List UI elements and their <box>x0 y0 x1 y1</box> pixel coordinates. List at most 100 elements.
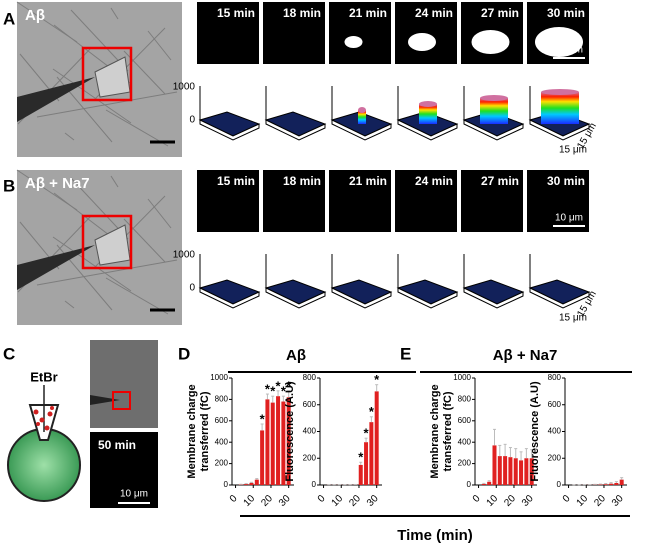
texture <box>36 259 178 286</box>
y-tick-label: 200 <box>458 459 472 468</box>
axis-label: 15 μm <box>559 145 587 156</box>
texture <box>64 300 75 309</box>
bar <box>286 397 291 485</box>
significance: * <box>286 378 292 393</box>
significance: * <box>358 450 364 465</box>
surface-slab <box>397 119 458 141</box>
thumbnail <box>329 170 391 232</box>
surface-plot <box>396 86 459 141</box>
significance: * <box>364 426 370 441</box>
thumbnail <box>395 2 457 64</box>
bar <box>508 457 513 485</box>
thumbnail <box>395 170 457 232</box>
surface-plot <box>198 86 261 141</box>
time-label: 21 min <box>349 6 387 20</box>
time-label: 15 min <box>217 6 255 20</box>
significance: * <box>265 381 271 396</box>
y-tick-label: 0 <box>312 480 317 489</box>
time-label: 30 min <box>547 6 585 20</box>
y-axis-title: transferred (fC) <box>442 391 454 471</box>
bar <box>260 430 265 485</box>
z-tick-label: 1000 <box>173 250 196 261</box>
peak-top <box>358 107 366 113</box>
panel-label: C <box>3 344 15 363</box>
y-tick-label: 400 <box>458 437 472 446</box>
x-tick-label: 0 <box>316 493 328 505</box>
y-tick-label: 600 <box>458 416 472 425</box>
y-tick-label: 0 <box>224 480 229 489</box>
bar <box>487 481 492 485</box>
surface-plot <box>528 254 591 309</box>
y-tick-label: 0 <box>557 480 562 489</box>
bar <box>254 479 259 485</box>
surface-plot <box>462 86 525 141</box>
y-axis-title: Fluorescence (A.U) <box>284 381 296 482</box>
bar <box>609 483 614 485</box>
signal <box>344 36 363 48</box>
significance: * <box>260 411 266 426</box>
y-tick-label: 400 <box>548 427 562 436</box>
x-tick-label: 10 <box>330 493 346 509</box>
surface-plot <box>396 254 459 309</box>
surface-slab <box>331 287 392 309</box>
time-label: 50 min <box>98 438 136 452</box>
y-tick-label: 600 <box>215 416 229 425</box>
surface-slab <box>199 287 260 309</box>
peak-top <box>541 89 579 95</box>
x-tick-label: 0 <box>471 493 483 505</box>
x-tick-label: 0 <box>561 493 573 505</box>
y-tick-label: 800 <box>458 395 472 404</box>
time-label: 24 min <box>415 6 453 20</box>
y-tick-label: 800 <box>303 373 317 382</box>
panel-label: A <box>3 9 15 28</box>
scale-label: 10 μm <box>555 213 583 224</box>
bar <box>265 399 270 485</box>
surface-plot <box>528 86 591 141</box>
panel-label: E <box>400 344 411 363</box>
bar <box>529 458 534 485</box>
texture <box>110 175 119 188</box>
y-axis-title: Membrane charge <box>186 384 198 478</box>
time-label: 15 min <box>217 174 255 188</box>
roi <box>81 46 133 102</box>
z-tick-label: 1000 <box>173 82 196 93</box>
significance: * <box>270 384 276 399</box>
x-tick-label: 20 <box>502 493 518 509</box>
bar <box>524 458 529 485</box>
texture <box>64 132 75 141</box>
texture <box>36 91 178 118</box>
surface-slab <box>463 119 524 141</box>
bar <box>358 464 363 485</box>
peak <box>419 104 437 124</box>
y-tick-label: 1000 <box>210 373 228 382</box>
pipette <box>17 77 95 122</box>
thumbnail <box>263 170 325 232</box>
signal <box>471 30 510 54</box>
bar <box>364 442 369 485</box>
surface-slab <box>265 287 326 309</box>
y-tick-label: 200 <box>548 453 562 462</box>
bar <box>281 401 286 485</box>
surface-slab <box>529 287 590 309</box>
x-tick-label: 30 <box>610 493 626 509</box>
surface-plot <box>264 254 327 309</box>
surface-slab <box>265 119 326 141</box>
y-tick-label: 1000 <box>453 373 471 382</box>
x-tick-label: 0 <box>228 493 240 505</box>
surface-plot <box>198 254 261 309</box>
time-label: 18 min <box>283 174 321 188</box>
time-label: 27 min <box>481 174 519 188</box>
pipette <box>17 245 95 290</box>
x-axis-title: Time (min) <box>397 527 473 544</box>
bar <box>481 483 486 485</box>
y-tick-label: 600 <box>303 400 317 409</box>
bar <box>513 458 518 485</box>
y-tick-label: 600 <box>548 400 562 409</box>
peak-top <box>480 95 508 101</box>
thumbnail <box>197 170 259 232</box>
x-tick-label: 10 <box>485 493 501 509</box>
thumbnail <box>329 2 391 64</box>
peak-top <box>419 101 437 107</box>
texture <box>52 236 132 292</box>
